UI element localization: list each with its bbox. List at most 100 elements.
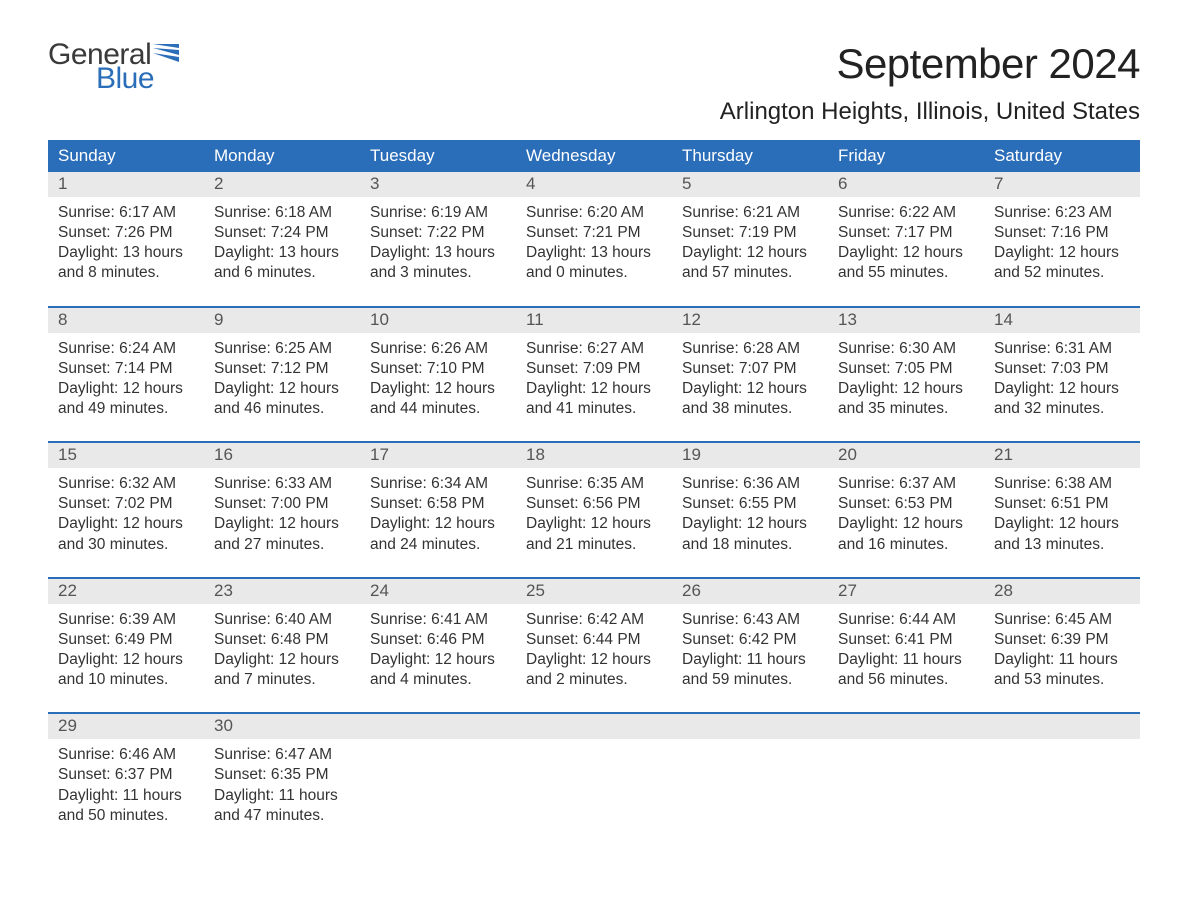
day-number: 30 bbox=[204, 714, 360, 739]
sunrise-text: Sunrise: 6:24 AM bbox=[58, 339, 194, 359]
sunset-text: Sunset: 6:48 PM bbox=[214, 630, 350, 650]
calendar-day: 2Sunrise: 6:18 AMSunset: 7:24 PMDaylight… bbox=[204, 172, 360, 284]
weekday-header: Monday bbox=[204, 140, 360, 172]
day-number bbox=[360, 714, 516, 739]
sunrise-text: Sunrise: 6:20 AM bbox=[526, 203, 662, 223]
daylight-line1: Daylight: 12 hours bbox=[838, 379, 974, 399]
daylight-line1: Daylight: 12 hours bbox=[526, 650, 662, 670]
calendar-day: 19Sunrise: 6:36 AMSunset: 6:55 PMDayligh… bbox=[672, 443, 828, 555]
daylight-line1: Daylight: 12 hours bbox=[58, 379, 194, 399]
calendar-day bbox=[672, 714, 828, 826]
daylight-line2: and 16 minutes. bbox=[838, 535, 974, 555]
day-number bbox=[672, 714, 828, 739]
day-details: Sunrise: 6:21 AMSunset: 7:19 PMDaylight:… bbox=[672, 197, 828, 284]
daylight-line1: Daylight: 12 hours bbox=[994, 243, 1130, 263]
daylight-line1: Daylight: 12 hours bbox=[682, 243, 818, 263]
daylight-line1: Daylight: 13 hours bbox=[370, 243, 506, 263]
day-details: Sunrise: 6:32 AMSunset: 7:02 PMDaylight:… bbox=[48, 468, 204, 555]
day-number: 21 bbox=[984, 443, 1140, 468]
sunset-text: Sunset: 7:09 PM bbox=[526, 359, 662, 379]
sunrise-text: Sunrise: 6:27 AM bbox=[526, 339, 662, 359]
calendar-day: 25Sunrise: 6:42 AMSunset: 6:44 PMDayligh… bbox=[516, 579, 672, 691]
day-number: 18 bbox=[516, 443, 672, 468]
month-title: September 2024 bbox=[720, 40, 1140, 88]
sunrise-text: Sunrise: 6:26 AM bbox=[370, 339, 506, 359]
daylight-line1: Daylight: 11 hours bbox=[838, 650, 974, 670]
sunrise-text: Sunrise: 6:36 AM bbox=[682, 474, 818, 494]
calendar-day bbox=[516, 714, 672, 826]
sunrise-text: Sunrise: 6:22 AM bbox=[838, 203, 974, 223]
sunset-text: Sunset: 7:00 PM bbox=[214, 494, 350, 514]
daylight-line1: Daylight: 12 hours bbox=[214, 379, 350, 399]
day-number: 20 bbox=[828, 443, 984, 468]
daylight-line1: Daylight: 11 hours bbox=[682, 650, 818, 670]
sunset-text: Sunset: 7:10 PM bbox=[370, 359, 506, 379]
daylight-line1: Daylight: 12 hours bbox=[214, 650, 350, 670]
sunrise-text: Sunrise: 6:39 AM bbox=[58, 610, 194, 630]
day-number: 15 bbox=[48, 443, 204, 468]
sunrise-text: Sunrise: 6:25 AM bbox=[214, 339, 350, 359]
daylight-line2: and 7 minutes. bbox=[214, 670, 350, 690]
calendar-day: 13Sunrise: 6:30 AMSunset: 7:05 PMDayligh… bbox=[828, 308, 984, 420]
daylight-line2: and 3 minutes. bbox=[370, 263, 506, 283]
sunrise-text: Sunrise: 6:21 AM bbox=[682, 203, 818, 223]
calendar-day: 14Sunrise: 6:31 AMSunset: 7:03 PMDayligh… bbox=[984, 308, 1140, 420]
calendar-day bbox=[828, 714, 984, 826]
day-number: 7 bbox=[984, 172, 1140, 197]
logo-text-blue: Blue bbox=[96, 64, 179, 94]
calendar-week: 22Sunrise: 6:39 AMSunset: 6:49 PMDayligh… bbox=[48, 577, 1140, 691]
sunset-text: Sunset: 6:55 PM bbox=[682, 494, 818, 514]
calendar-day: 21Sunrise: 6:38 AMSunset: 6:51 PMDayligh… bbox=[984, 443, 1140, 555]
calendar-day: 23Sunrise: 6:40 AMSunset: 6:48 PMDayligh… bbox=[204, 579, 360, 691]
sunrise-text: Sunrise: 6:47 AM bbox=[214, 745, 350, 765]
sunset-text: Sunset: 7:02 PM bbox=[58, 494, 194, 514]
day-details: Sunrise: 6:22 AMSunset: 7:17 PMDaylight:… bbox=[828, 197, 984, 284]
day-details: Sunrise: 6:31 AMSunset: 7:03 PMDaylight:… bbox=[984, 333, 1140, 420]
logo-flag-icon bbox=[153, 44, 179, 62]
calendar-day: 29Sunrise: 6:46 AMSunset: 6:37 PMDayligh… bbox=[48, 714, 204, 826]
calendar-day: 1Sunrise: 6:17 AMSunset: 7:26 PMDaylight… bbox=[48, 172, 204, 284]
calendar-day bbox=[984, 714, 1140, 826]
daylight-line2: and 18 minutes. bbox=[682, 535, 818, 555]
day-number: 11 bbox=[516, 308, 672, 333]
daylight-line2: and 4 minutes. bbox=[370, 670, 506, 690]
sunrise-text: Sunrise: 6:18 AM bbox=[214, 203, 350, 223]
daylight-line1: Daylight: 12 hours bbox=[370, 379, 506, 399]
daylight-line1: Daylight: 12 hours bbox=[682, 514, 818, 534]
daylight-line2: and 44 minutes. bbox=[370, 399, 506, 419]
sunset-text: Sunset: 6:58 PM bbox=[370, 494, 506, 514]
weekday-header: Tuesday bbox=[360, 140, 516, 172]
calendar-day: 11Sunrise: 6:27 AMSunset: 7:09 PMDayligh… bbox=[516, 308, 672, 420]
daylight-line2: and 24 minutes. bbox=[370, 535, 506, 555]
daylight-line2: and 38 minutes. bbox=[682, 399, 818, 419]
calendar-day: 12Sunrise: 6:28 AMSunset: 7:07 PMDayligh… bbox=[672, 308, 828, 420]
day-number: 27 bbox=[828, 579, 984, 604]
sunset-text: Sunset: 7:22 PM bbox=[370, 223, 506, 243]
calendar-day: 18Sunrise: 6:35 AMSunset: 6:56 PMDayligh… bbox=[516, 443, 672, 555]
day-details: Sunrise: 6:25 AMSunset: 7:12 PMDaylight:… bbox=[204, 333, 360, 420]
weekday-header: Sunday bbox=[48, 140, 204, 172]
logo: General Blue bbox=[48, 40, 179, 94]
day-details: Sunrise: 6:47 AMSunset: 6:35 PMDaylight:… bbox=[204, 739, 360, 826]
day-details: Sunrise: 6:20 AMSunset: 7:21 PMDaylight:… bbox=[516, 197, 672, 284]
sunrise-text: Sunrise: 6:32 AM bbox=[58, 474, 194, 494]
daylight-line1: Daylight: 12 hours bbox=[58, 514, 194, 534]
day-number: 24 bbox=[360, 579, 516, 604]
day-details: Sunrise: 6:45 AMSunset: 6:39 PMDaylight:… bbox=[984, 604, 1140, 691]
calendar-day: 15Sunrise: 6:32 AMSunset: 7:02 PMDayligh… bbox=[48, 443, 204, 555]
daylight-line2: and 6 minutes. bbox=[214, 263, 350, 283]
sunset-text: Sunset: 6:44 PM bbox=[526, 630, 662, 650]
day-number: 5 bbox=[672, 172, 828, 197]
day-details: Sunrise: 6:37 AMSunset: 6:53 PMDaylight:… bbox=[828, 468, 984, 555]
day-details: Sunrise: 6:27 AMSunset: 7:09 PMDaylight:… bbox=[516, 333, 672, 420]
daylight-line1: Daylight: 13 hours bbox=[526, 243, 662, 263]
day-number: 29 bbox=[48, 714, 204, 739]
sunset-text: Sunset: 7:26 PM bbox=[58, 223, 194, 243]
calendar-week: 8Sunrise: 6:24 AMSunset: 7:14 PMDaylight… bbox=[48, 306, 1140, 420]
weekday-header: Thursday bbox=[672, 140, 828, 172]
day-details: Sunrise: 6:42 AMSunset: 6:44 PMDaylight:… bbox=[516, 604, 672, 691]
sunrise-text: Sunrise: 6:33 AM bbox=[214, 474, 350, 494]
sunset-text: Sunset: 6:49 PM bbox=[58, 630, 194, 650]
day-details: Sunrise: 6:33 AMSunset: 7:00 PMDaylight:… bbox=[204, 468, 360, 555]
calendar-day bbox=[360, 714, 516, 826]
